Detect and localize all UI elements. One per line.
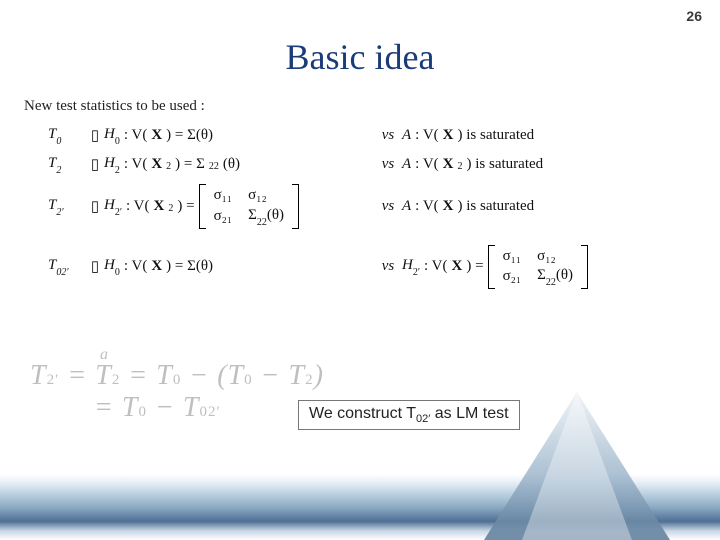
hyp-pre: : V(	[124, 156, 147, 173]
alt-A: A	[402, 198, 411, 215]
m22-tail: (θ)	[556, 267, 573, 283]
vs: vs	[374, 127, 402, 144]
stat-sub: 02′	[56, 267, 68, 278]
hyp-pre: : V(	[124, 127, 147, 144]
asymptotic-a: a	[100, 346, 108, 364]
vs: vs	[374, 156, 402, 173]
square-glyph: ▯	[86, 155, 104, 174]
hypothesis-rows: T0 ▯ H0 : V(X) = Σ(θ) vs A : V(X) is sat…	[48, 126, 688, 299]
alt-A: A	[402, 127, 411, 144]
alt-post: ) is saturated	[467, 156, 544, 173]
alt-arg: X	[443, 156, 454, 173]
hyp-sub: 0	[115, 136, 120, 147]
callout-post: as LM test	[430, 405, 508, 422]
hyp-post-sub: 22	[209, 161, 219, 172]
hyp-post-tail: (θ)	[223, 156, 240, 173]
slide-title: Basic idea	[0, 36, 720, 78]
alt-A: A	[402, 156, 411, 173]
hyp-pre: : V(	[124, 258, 147, 275]
hyp-sub: 2′	[115, 207, 122, 218]
row-T0: T0 ▯ H0 : V(X) = Σ(θ) vs A : V(X) is sat…	[48, 126, 688, 145]
alt-pre: : V(	[415, 198, 438, 215]
stat-sub: 2′	[56, 207, 63, 218]
m22-sub: 22	[546, 277, 556, 288]
m21: σ₂₁	[214, 207, 233, 227]
hyp-sub: 2	[115, 165, 120, 176]
m22-pre: Σ	[537, 267, 546, 283]
matrix-02prime: σ₁₁ σ₂₁ σ₁₂ Σ22(θ)	[488, 245, 588, 290]
callout-sub: 02′	[416, 413, 430, 425]
hyp-post-pre: ) = Σ	[175, 156, 205, 173]
alt-mid: ) =	[466, 258, 483, 275]
alt-arg: X	[443, 127, 454, 144]
page-number: 26	[686, 8, 702, 24]
stat-sub: 2	[56, 165, 61, 176]
m21: σ₂₁	[503, 267, 522, 287]
hyp-arg: X	[154, 198, 165, 215]
hyp-H: H	[104, 126, 115, 142]
square-glyph: ▯	[86, 257, 104, 276]
alt-pre: : V(	[415, 156, 438, 173]
alt-arg: X	[452, 258, 463, 275]
vs: vs	[374, 258, 402, 275]
hyp-H: H	[104, 257, 115, 273]
stat-sub: 0	[56, 136, 61, 147]
m12: σ₁₂	[537, 247, 573, 267]
m11: σ₁₁	[214, 186, 233, 206]
square-glyph: ▯	[86, 126, 104, 145]
m12: σ₁₂	[248, 186, 284, 206]
derivation-line1: T2′ = T2 = T0 − (T0 − T2)	[30, 360, 324, 392]
derivation-line2: = T0 − T02′	[94, 392, 324, 424]
callout-box: We construct T02′ as LM test	[298, 400, 520, 430]
derivation-equation: a T2′ = T2 = T0 − (T0 − T2) = T0 − T02′	[30, 360, 324, 424]
callout-pre: We construct T	[309, 405, 416, 422]
hyp-H: H	[104, 197, 115, 213]
alt-post: ) is saturated	[458, 198, 535, 215]
m22-sub: 22	[257, 217, 267, 228]
square-glyph: ▯	[86, 197, 104, 216]
alt-post: ) is saturated	[458, 127, 535, 144]
matrix-2prime: σ₁₁ σ₂₁ σ₁₂ Σ22(θ)	[199, 184, 299, 229]
row-T2: T2 ▯ H2 : V(X2) = Σ22(θ) vs A : V(X2) is…	[48, 155, 688, 174]
alt-arg-sub: 2	[458, 161, 463, 172]
hyp-sub: 0	[115, 267, 120, 278]
hyp-arg-sub: 2	[166, 161, 171, 172]
alt-pre: : V(	[415, 127, 438, 144]
hyp-H: H	[104, 155, 115, 171]
hyp-arg: X	[151, 156, 162, 173]
hyp-post: ) = Σ(θ)	[166, 127, 213, 144]
hyp-pre: : V(	[126, 198, 149, 215]
intro-line: New test statistics to be used :	[24, 98, 205, 115]
hyp-arg: X	[151, 127, 162, 144]
alt-arg: X	[443, 198, 454, 215]
m11: σ₁₁	[503, 247, 522, 267]
alt-pre: : V(	[424, 258, 447, 275]
m22-tail: (θ)	[267, 207, 284, 223]
hyp-post: ) = Σ(θ)	[166, 258, 213, 275]
row-T2prime: T2′ ▯ H2′ : V(X2) = σ₁₁ σ₂₁ σ₁₂ Σ22(θ) v…	[48, 184, 688, 229]
hyp-arg-sub: 2	[168, 203, 173, 214]
hyp-mid: ) =	[177, 198, 194, 215]
row-T02prime: T02′ ▯ H0 : V(X) = Σ(θ) vs H2′ : V(X) = …	[48, 245, 688, 290]
hyp-arg: X	[151, 258, 162, 275]
m22-pre: Σ	[248, 207, 257, 223]
alt-H: H	[402, 257, 413, 273]
alt-sub: 2′	[413, 267, 420, 278]
vs: vs	[374, 198, 402, 215]
